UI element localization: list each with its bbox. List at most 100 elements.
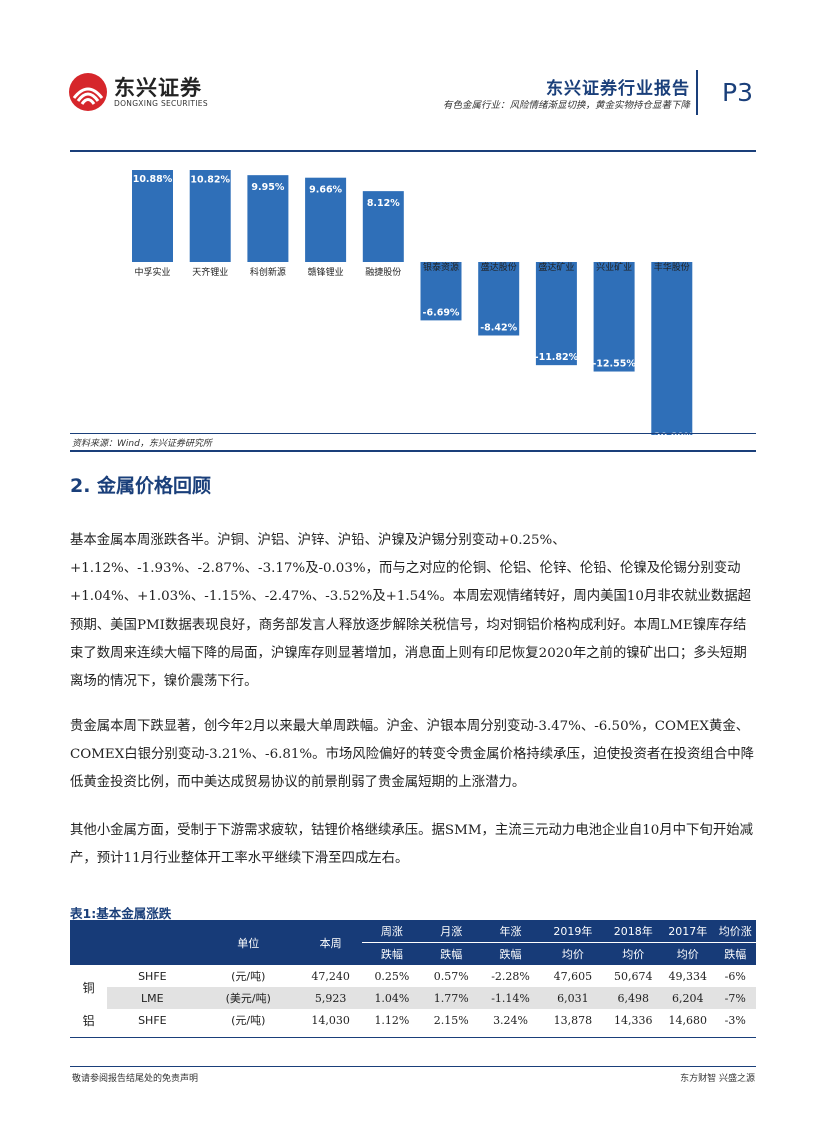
bar-6 xyxy=(420,262,462,321)
bar-2 xyxy=(189,170,231,262)
header-avg-change-sub: 跌幅 xyxy=(714,942,756,965)
bar-category-label: 兴业矿业 xyxy=(596,261,632,273)
base-metals-table: 单位 本周 周涨 月涨 年涨 2019年 2018年 2017年 均价涨 跌幅 … xyxy=(70,920,756,1031)
footer-disclaimer: 敬请参阅报告结尾处的免责声明 xyxy=(72,1074,199,1084)
header-2017: 2017年 xyxy=(660,920,715,943)
bar-5 xyxy=(362,191,404,262)
header-week-change: 周涨 xyxy=(362,920,422,943)
paragraph-precious-metals: 贵金属本周下跌显著，创今年2月以来最大单周跌幅。沪金、沪银本周分别变动-3.47… xyxy=(70,719,754,791)
bar-category-label: 融捷股份 xyxy=(365,266,401,278)
header-rule xyxy=(70,150,756,152)
footer-rule xyxy=(70,1066,756,1067)
cell-2019-avg: 6,031 xyxy=(540,987,606,1009)
cell-week-change: 1.04% xyxy=(362,987,422,1009)
bar-10 xyxy=(651,262,693,435)
header-2018-sub: 均价 xyxy=(605,942,661,965)
header-year-change: 年涨 xyxy=(480,920,541,943)
table-header-row-2: 跌幅 跌幅 跌幅 均价 均价 均价 跌幅 xyxy=(70,942,756,965)
cell-2019-avg: 13,878 xyxy=(553,1013,593,1027)
paragraph-base-metals: 基本金属本周涨跌各半。沪铜、沪铝、沪锌、沪铅、沪镍及沪锡分别变动+0.25%、+… xyxy=(70,533,752,690)
page-number: P3 xyxy=(722,78,753,107)
cell-week-price: 14,030 xyxy=(311,1013,350,1027)
bar-category-label: 银泰资源 xyxy=(423,261,459,273)
header-2018: 2018年 xyxy=(605,920,661,943)
cell-exchange: SHFE xyxy=(138,969,167,983)
bar-value-label: -12.55% xyxy=(592,359,636,370)
cell-year-change: -2.28% xyxy=(491,969,530,983)
header-year-change-sub: 跌幅 xyxy=(480,942,541,965)
paragraph-minor-metals: 其他小金属方面，受制于下游需求疲软，钴锂价格继续承压。据SMM，主流三元动力电池… xyxy=(70,823,753,867)
header-avg-change: 均价涨 xyxy=(714,920,756,943)
cell-year-change: -1.14% xyxy=(480,987,541,1009)
table-row: 铜 SHFE (元/吨) 47,240 0.25% 0.57% -2.28% 4… xyxy=(70,965,756,995)
cell-2018-avg: 6,498 xyxy=(605,987,661,1009)
bar-value-label: -8.42% xyxy=(480,322,517,333)
header-2017-sub: 均价 xyxy=(660,942,715,965)
header-blank-exchange xyxy=(107,920,198,965)
bar-category-label: 盛达股份 xyxy=(481,261,517,273)
bar-value-label: 9.95% xyxy=(251,182,284,193)
bar-value-label: 8.12% xyxy=(367,198,400,209)
bar-value-label: 10.88% xyxy=(133,174,173,185)
cell-2017-avg: 6,204 xyxy=(660,987,715,1009)
cell-2018-avg: 14,336 xyxy=(613,1013,653,1027)
header-month-change: 月涨 xyxy=(421,920,481,943)
cell-exchange: SHFE xyxy=(138,1013,167,1027)
cell-week-change: 1.12% xyxy=(374,1013,410,1027)
bar-value-label: -6.69% xyxy=(423,307,460,318)
cell-2017-avg: 49,334 xyxy=(668,969,707,983)
section-rule xyxy=(70,450,756,452)
cell-year-change: 3.24% xyxy=(493,1013,529,1027)
report-title: 东兴证券行业报告 xyxy=(546,79,690,99)
cell-month-change: 0.57% xyxy=(433,969,469,983)
cell-month-change: 2.15% xyxy=(433,1013,469,1027)
cell-unit: (元/吨) xyxy=(231,1014,266,1027)
table-row: 铝 SHFE (元/吨) 14,030 1.12% 2.15% 3.24% 13… xyxy=(70,1009,756,1031)
bar-7 xyxy=(478,262,520,336)
cell-week-change: 0.25% xyxy=(374,969,410,983)
table-header-row-1: 单位 本周 周涨 月涨 年涨 2019年 2018年 2017年 均价涨 xyxy=(70,920,756,965)
header-divider xyxy=(696,70,698,115)
cell-2019-avg: 47,605 xyxy=(553,969,593,983)
bar-9 xyxy=(593,262,635,372)
stock-change-bar-chart: 10.88% 中孚实业 10.82% 天齐锂业 9.95% 科创新源 9.66% 赣锋锂业 8.… xyxy=(132,170,694,435)
bar-8 xyxy=(535,262,577,366)
table-row: LME (美元/吨) 5,923 1.04% 1.77% -1.14% 6,03… xyxy=(70,987,756,1009)
bar-category-label: 科创新源 xyxy=(250,266,286,278)
bar-category-label: 丰华股份 xyxy=(654,261,690,273)
cell-avg-change: -6% xyxy=(724,969,746,983)
header-month-change-sub: 跌幅 xyxy=(421,942,481,965)
cell-exchange: LME xyxy=(107,987,198,1009)
header-week-change-sub: 跌幅 xyxy=(362,942,422,965)
cell-2017-avg: 14,680 xyxy=(668,1013,707,1027)
footer-slogan: 东方财智 兴盛之源 xyxy=(680,1074,755,1084)
cell-avg-change: -7% xyxy=(714,987,756,1009)
bar-value-label: 9.66% xyxy=(309,185,342,196)
logo-english-text: DONGXING SECURITIES xyxy=(114,99,208,108)
cell-unit: (元/吨) xyxy=(231,970,266,983)
bar-category-label: 盛达矿业 xyxy=(538,261,574,273)
bar-category-label: 天齐锂业 xyxy=(192,266,228,278)
bar-3 xyxy=(247,175,289,262)
cell-metal: 铜 xyxy=(82,980,95,995)
chart-bottom-rule xyxy=(70,433,756,434)
cell-2018-avg: 50,674 xyxy=(613,969,653,983)
cell-metal: 铝 xyxy=(82,1013,95,1028)
bar-4 xyxy=(305,177,347,262)
bar-1 xyxy=(132,170,173,262)
header-2019: 2019年 xyxy=(540,920,606,943)
logo-icon xyxy=(69,73,107,111)
bar-value-label: -11.82% xyxy=(535,352,579,363)
header-week: 本周 xyxy=(299,920,363,965)
cell-unit: (美元/吨) xyxy=(197,987,300,1009)
cell-week-price: 47,240 xyxy=(311,969,350,983)
header-2019-sub: 均价 xyxy=(540,942,606,965)
cell-week-price: 5,923 xyxy=(299,987,363,1009)
header-unit: 单位 xyxy=(197,920,300,965)
table-title: 表1:基本金属涨跌 xyxy=(70,906,172,921)
bar-value-label: 10.82% xyxy=(190,175,230,186)
header-blank-metal xyxy=(70,920,108,965)
cell-avg-change: -3% xyxy=(724,1013,746,1027)
bar-category-label: 中孚实业 xyxy=(134,266,170,278)
bar-category-label: 赣锋锂业 xyxy=(308,266,344,278)
